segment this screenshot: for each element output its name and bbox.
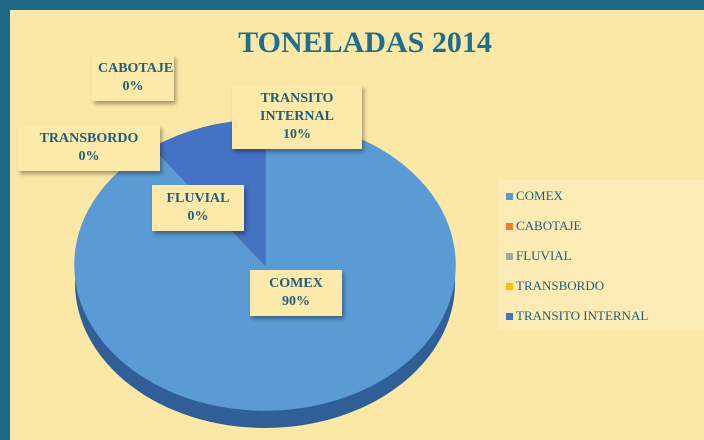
data-label-category: FLUVIAL [166, 191, 230, 206]
legend-swatch [506, 312, 513, 320]
legend-swatch [506, 282, 513, 290]
legend-entry: TRANSBORDO [506, 278, 604, 294]
data-label: COMEX 90% [250, 270, 342, 316]
legend-entry: TRANSITO INTERNAL [506, 308, 648, 324]
data-label-category: TRANSBORDO [39, 131, 139, 146]
legend-swatch [506, 192, 513, 200]
data-label-category: TRANSITO INTERNAL [260, 91, 334, 124]
data-label: TRANSBORDO 0% [18, 125, 160, 171]
data-label-value: 0% [187, 209, 209, 224]
data-label: CABOTAJE 0% [92, 55, 174, 101]
legend-entry: CABOTAJE [506, 218, 581, 234]
data-label-value: 10% [283, 127, 311, 142]
data-label: TRANSITO INTERNAL 10% [232, 85, 362, 149]
data-label-value: 90% [282, 294, 310, 309]
legend-entry: COMEX [506, 188, 563, 204]
legend-label: TRANSITO INTERNAL [516, 308, 649, 323]
legend-swatch [506, 222, 513, 230]
legend-background [498, 180, 704, 330]
data-label: FLUVIAL 0% [152, 185, 244, 231]
legend-entry: FLUVIAL [506, 248, 572, 264]
chart-title: TONELADAS 2014 [238, 26, 492, 59]
legend-label: COMEX [516, 188, 563, 203]
data-label-category: COMEX [269, 276, 323, 291]
data-label-value: 0% [78, 149, 100, 164]
legend-label: CABOTAJE [516, 218, 582, 233]
data-label-category: CABOTAJE [98, 61, 174, 76]
legend-label: FLUVIAL [516, 248, 572, 263]
legend-swatch [506, 252, 513, 260]
data-label-value: 0% [122, 79, 144, 94]
legend-label: TRANSBORDO [516, 278, 605, 293]
